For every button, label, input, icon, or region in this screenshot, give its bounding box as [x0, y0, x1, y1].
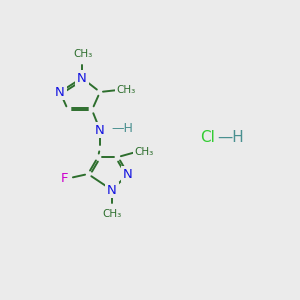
Text: Cl: Cl	[200, 130, 215, 146]
Text: N: N	[123, 167, 133, 181]
Text: N: N	[107, 184, 117, 196]
Text: F: F	[61, 172, 69, 184]
Text: N: N	[55, 85, 65, 98]
Text: CH₃: CH₃	[102, 209, 122, 219]
Text: CH₃: CH₃	[74, 49, 93, 59]
Text: N: N	[95, 124, 105, 136]
Text: —H: —H	[217, 130, 244, 146]
Text: CH₃: CH₃	[116, 85, 136, 95]
Text: CH₃: CH₃	[134, 147, 154, 157]
Text: —H: —H	[111, 122, 133, 136]
Text: N: N	[77, 71, 87, 85]
